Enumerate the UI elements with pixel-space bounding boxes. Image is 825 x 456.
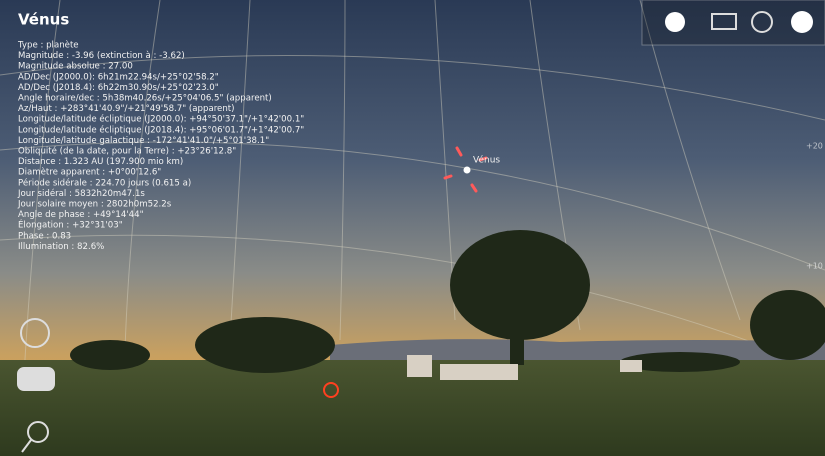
toolbar-button[interactable]: [665, 12, 685, 32]
info-line: Type : planète: [17, 40, 79, 51]
info-line: Illumination : 82.6%: [18, 242, 104, 252]
grid-label: +10: [806, 262, 823, 271]
info-line: Longitude/latitude écliptique (J2000.0):…: [18, 114, 304, 125]
info-line: Az/Haut : +283°41'40.9"/+21°49'58.7" (ap…: [18, 104, 235, 114]
info-line: Diamètre apparent : +0°00'12.6": [18, 167, 161, 178]
side-button[interactable]: [18, 368, 54, 390]
venus[interactable]: [464, 167, 471, 174]
info-line: Angle horaire/dec : 5h38m40.26s/+25°04'0…: [18, 94, 272, 104]
info-line: Angle de phase : +49°14'44": [18, 210, 144, 220]
info-line: Distance : 1.323 AU (197.900 mio km): [18, 157, 183, 167]
info-line: Magnitude absolue : 27.00: [18, 62, 133, 72]
info-line: Période sidérale : 224.70 jours (0.615 a…: [18, 177, 191, 188]
grid-label: +20: [806, 142, 823, 151]
info-line: Jour sidéral : 5832h20m47.1s: [17, 188, 145, 199]
toolbar-button[interactable]: [791, 11, 813, 33]
info-line: Longitude/latitude écliptique (J2018.4):…: [18, 124, 304, 135]
top-toolbar: [642, 0, 825, 45]
planet-label: Vénus: [473, 155, 500, 166]
object-name: Vénus: [18, 11, 69, 29]
info-line: Élongation : +32°31'03": [18, 219, 123, 231]
info-line: AD/Dec (J2018.4): 6h22m30.90s/+25°02'23.…: [18, 83, 219, 93]
info-line: Longitude/latitude galactique : -172°41'…: [18, 136, 269, 146]
info-line: Jour solaire moyen : 2802h0m52.2s: [17, 200, 172, 210]
info-line: Magnitude : -3.96 (extinction à : -3.62): [18, 51, 185, 61]
info-line: Obliquité (de la date, pour la Terre) : …: [18, 146, 236, 157]
info-line: Phase : 0.83: [18, 231, 71, 241]
stellarium-view: +20 +10 Vénus Vénus Type : planèteMagnit…: [0, 0, 825, 456]
info-line: AD/Dec (J2000.0): 6h21m22.94s/+25°02'58.…: [18, 72, 219, 82]
